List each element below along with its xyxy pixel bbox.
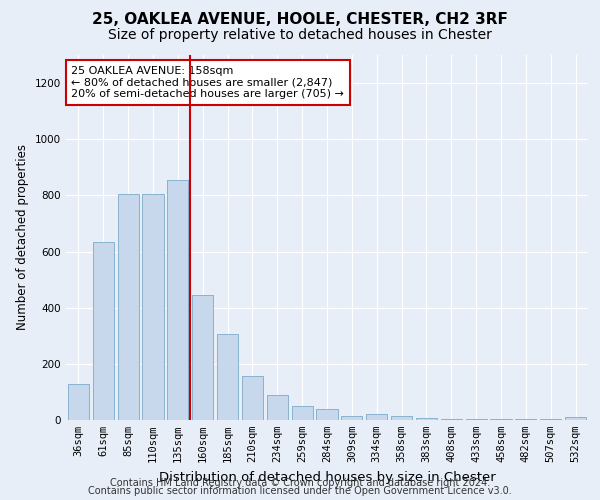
- Bar: [142, 194, 164, 420]
- Y-axis label: Number of detached properties: Number of detached properties: [16, 144, 29, 330]
- Bar: [416, 418, 437, 420]
- Bar: [292, 406, 313, 420]
- Bar: [565, 417, 586, 420]
- Text: Contains HM Land Registry data © Crown copyright and database right 2024.: Contains HM Land Registry data © Crown c…: [110, 478, 490, 488]
- X-axis label: Distribution of detached houses by size in Chester: Distribution of detached houses by size …: [158, 470, 496, 484]
- Text: Size of property relative to detached houses in Chester: Size of property relative to detached ho…: [108, 28, 492, 42]
- Bar: [68, 384, 89, 420]
- Bar: [217, 334, 238, 420]
- Bar: [316, 409, 338, 420]
- Text: 25, OAKLEA AVENUE, HOOLE, CHESTER, CH2 3RF: 25, OAKLEA AVENUE, HOOLE, CHESTER, CH2 3…: [92, 12, 508, 28]
- Bar: [441, 418, 462, 420]
- Bar: [391, 416, 412, 420]
- Bar: [242, 376, 263, 420]
- Bar: [267, 394, 288, 420]
- Text: Contains public sector information licensed under the Open Government Licence v3: Contains public sector information licen…: [88, 486, 512, 496]
- Bar: [93, 242, 114, 420]
- Bar: [341, 416, 362, 420]
- Text: 25 OAKLEA AVENUE: 158sqm
← 80% of detached houses are smaller (2,847)
20% of sem: 25 OAKLEA AVENUE: 158sqm ← 80% of detach…: [71, 66, 344, 99]
- Bar: [118, 194, 139, 420]
- Bar: [192, 295, 213, 420]
- Bar: [167, 180, 188, 420]
- Bar: [466, 419, 487, 420]
- Bar: [366, 414, 387, 420]
